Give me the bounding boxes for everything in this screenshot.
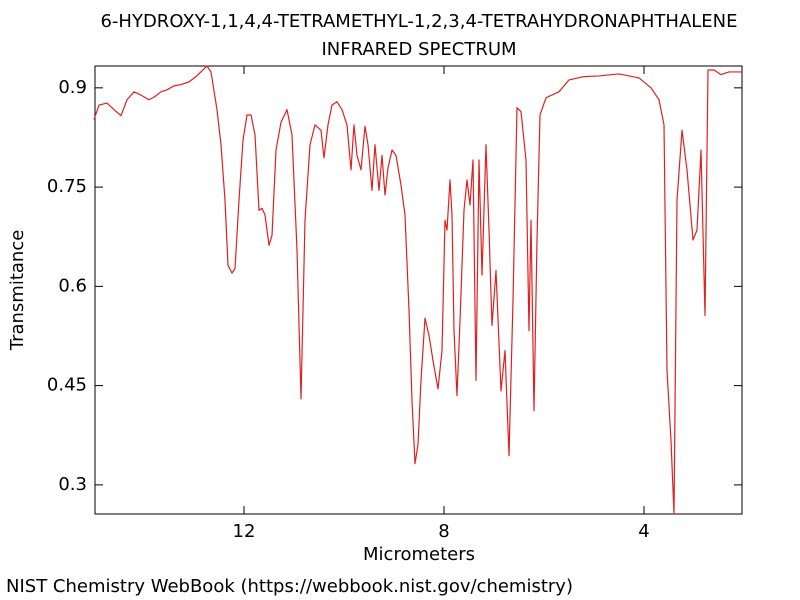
spectrum-line — [93, 65, 742, 515]
x-tick-label: 8 — [438, 521, 449, 542]
x-axis-label: Micrometers — [363, 544, 475, 565]
x-tick-label: 4 — [638, 521, 649, 542]
y-tick-label: 0.6 — [58, 275, 87, 296]
y-tick-label: 0.3 — [58, 474, 87, 495]
y-tick-label: 0.75 — [47, 176, 87, 197]
chart-title: 6-HYDROXY-1,1,4,4-TETRAMETHYL-1,2,3,4-TE… — [100, 11, 737, 32]
y-axis-label: Transmitance — [7, 230, 28, 352]
plot-frame — [94, 65, 743, 515]
chart-subtitle: INFRARED SPECTRUM — [321, 39, 516, 60]
y-tick-label: 0.9 — [58, 77, 87, 98]
x-tick-label: 12 — [233, 521, 256, 542]
y-tick-label: 0.45 — [47, 375, 87, 396]
source-note: NIST Chemistry WebBook (https://webbook.… — [6, 576, 573, 597]
